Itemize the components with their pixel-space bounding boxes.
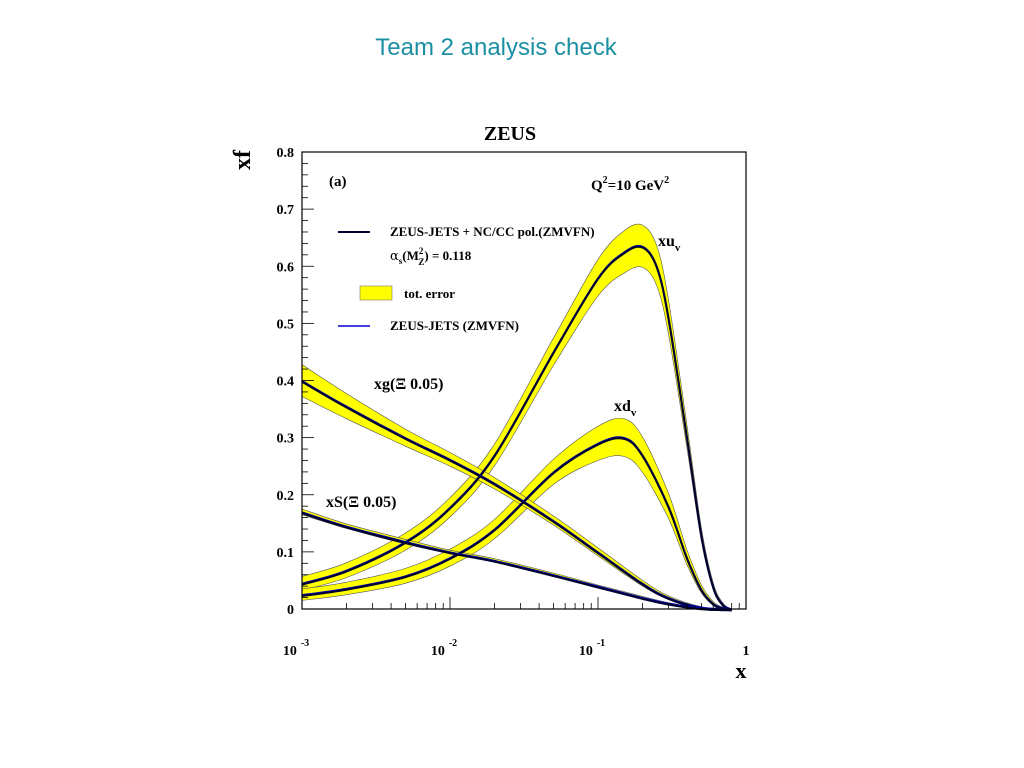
scale-label-base: Q bbox=[591, 178, 603, 194]
scale-label-sup2: 2 bbox=[664, 175, 669, 186]
y-tick-label: 0.3 bbox=[277, 432, 295, 447]
y-tick-label: 0.6 bbox=[277, 260, 295, 275]
legend-alphas-Msup: 2 bbox=[419, 246, 424, 256]
xs-label: xS(Ξ 0.05) bbox=[326, 494, 396, 511]
x-axis-label: x bbox=[736, 658, 747, 683]
xdv-central-line bbox=[301, 436, 732, 612]
axis-tick-labels: 0 0.1 0.2 0.3 0.4 0.5 0.6 0.7 0.8 10-3 10-2 10-1 1 bbox=[277, 146, 750, 659]
xg-label: xg(Ξ 0.05) bbox=[374, 376, 444, 393]
legend-zeus-jets-label: ZEUS-JETS (ZMVFN) bbox=[390, 318, 519, 333]
scale-label: Q2=10 GeV2 bbox=[591, 175, 669, 194]
panel-label: (a) bbox=[329, 174, 347, 190]
legend-fit-label: ZEUS-JETS + NC/CC pol.(ZMVFN) bbox=[390, 224, 595, 239]
xuv-label: xuv bbox=[658, 233, 681, 254]
scale-label-mid: =10 GeV bbox=[608, 178, 665, 194]
legend-alphas-label: αs(M2 Z) = 0.118 bbox=[390, 246, 472, 267]
xS-zeus-jets-line bbox=[301, 511, 732, 610]
axis-ticks bbox=[301, 151, 747, 610]
legend-band-label: tot. error bbox=[404, 286, 455, 301]
y-axis-label: xf bbox=[230, 149, 256, 170]
xuv-central-line bbox=[301, 245, 733, 612]
x-tick-label: 10-1 bbox=[579, 638, 605, 659]
y-tick-label: 0.8 bbox=[277, 146, 295, 161]
scale-label-sup1: 2 bbox=[603, 175, 608, 186]
xg-central-line bbox=[301, 380, 732, 612]
y-tick-label: 0.5 bbox=[277, 317, 295, 332]
y-tick-label: 0 bbox=[287, 603, 294, 618]
legend-alphas-M: (M bbox=[402, 248, 419, 263]
legend-alphas-rest: ) = 0.118 bbox=[424, 248, 471, 263]
legend: ZEUS-JETS + NC/CC pol.(ZMVFN) αs(M2 Z) = … bbox=[338, 224, 595, 333]
legend-alphas-a: α bbox=[390, 249, 399, 264]
y-tick-label: 0.2 bbox=[277, 489, 295, 504]
y-tick-label: 0.1 bbox=[277, 546, 295, 561]
legend-band-swatch bbox=[359, 285, 393, 301]
legend-alphas-s: s bbox=[399, 256, 403, 266]
pdf-curves bbox=[301, 244, 733, 612]
xS-central-line bbox=[301, 512, 732, 612]
x-tick-label: 1 bbox=[743, 644, 750, 659]
legend-alphas-Msub: Z bbox=[418, 257, 424, 267]
x-tick-label: 10-2 bbox=[431, 638, 457, 659]
xg-error-band bbox=[301, 363, 732, 610]
y-tick-label: 0.7 bbox=[277, 203, 295, 218]
y-tick-label: 0.4 bbox=[277, 375, 295, 390]
xdv-error-band bbox=[301, 417, 732, 610]
chart-title: ZEUS bbox=[484, 123, 536, 145]
xdv-label: xdv bbox=[614, 398, 637, 419]
slide-title: Team 2 analysis check bbox=[375, 34, 617, 61]
x-tick-label: 10-3 bbox=[283, 638, 309, 659]
